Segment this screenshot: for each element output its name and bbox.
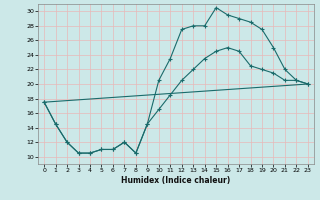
X-axis label: Humidex (Indice chaleur): Humidex (Indice chaleur) — [121, 176, 231, 185]
